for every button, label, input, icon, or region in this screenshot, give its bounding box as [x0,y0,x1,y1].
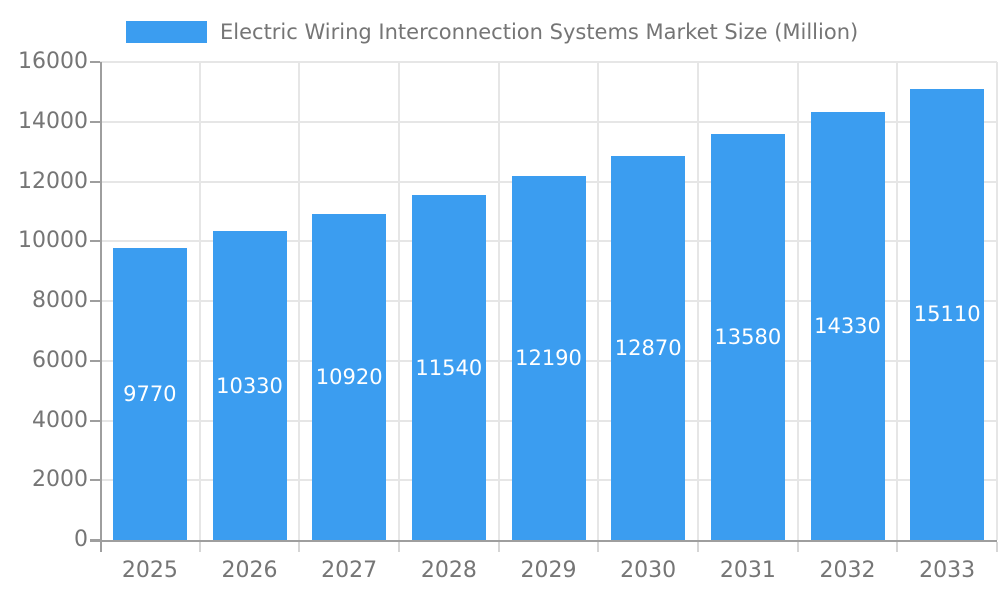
x-axis-tick [597,542,600,552]
x-tick-label: 2033 [919,558,976,583]
y-tick-label: 12000 [18,168,88,194]
bar-2028 [411,195,486,540]
x-axis-tick [796,542,799,552]
gridline-vertical [398,62,400,540]
bar-value-label: 15110 [913,302,981,327]
x-tick-label: 2026 [221,558,278,583]
bar-value-label: 12190 [515,345,582,370]
x-axis-line [90,540,997,542]
plot-area: 9770 10330 10920 11540 12190 12870 13580 14330 1… [90,61,998,552]
y-axis-tick [90,419,100,422]
gridline-vertical [198,62,201,540]
x-axis-tick [198,542,201,552]
bar-2027 [312,213,387,540]
bar-2029 [511,175,586,540]
y-tick-label: 0 [74,527,88,552]
x-axis-tick [497,542,500,552]
y-axis-tick [90,240,100,243]
bar-value-label: 10920 [315,364,383,389]
y-axis-tick [90,539,100,541]
y-tick-label: 2000 [32,467,88,493]
x-tick-label: 2028 [420,558,477,583]
x-tick-label: 2031 [719,558,776,583]
x-axis-tick [896,542,899,552]
bar-2031 [710,134,785,540]
y-axis-line [100,62,102,552]
legend-label[interactable]: Electric Wiring Interconnection Systems … [220,20,859,44]
legend[interactable]: Electric Wiring Interconnection Systems … [126,20,858,44]
y-tick-label: 6000 [32,347,88,373]
x-tick-label: 2025 [121,558,178,583]
x-axis-tick [298,542,301,552]
x-tick-label: 2029 [520,558,577,583]
y-tick-label: 14000 [18,108,88,134]
y-tick-label: 8000 [32,288,88,313]
bar-value-label: 11540 [415,355,483,380]
bar-2032 [810,111,885,540]
y-tick-label: 4000 [32,407,88,433]
x-axis-tick [996,542,998,552]
gridline-vertical [697,62,699,540]
bar-2026 [212,231,287,540]
x-tick-label: 2030 [620,558,677,583]
y-axis-tick [90,180,100,183]
legend-swatch[interactable] [126,21,207,43]
y-axis-tick [90,120,100,123]
bar-value-label: 10330 [216,373,283,398]
bar-2025 [112,248,187,540]
x-tick-label: 2032 [819,558,876,583]
y-axis-tick [90,359,100,362]
bar-value-label: 14330 [814,313,881,338]
gridline-horizontal [100,120,997,123]
y-tick-label: 16000 [18,49,88,74]
gridline-vertical [796,62,799,540]
bar-value-label: 13580 [714,325,782,350]
x-axis-tick [398,542,400,552]
gridline-horizontal [100,61,997,63]
y-axis-tick [90,479,100,482]
gridline-vertical [497,62,500,540]
gridline-vertical [996,62,998,540]
gridline-vertical [896,62,899,540]
y-axis-tick [90,300,100,302]
bar-value-label: 12870 [614,335,682,360]
bar-value-label: 9770 [123,382,177,407]
x-tick-label: 2027 [321,558,378,583]
gridline-vertical [298,62,301,540]
bar-2030 [611,155,686,540]
bar-2033 [910,88,985,540]
x-axis-tick [697,542,699,552]
y-tick-label: 10000 [18,228,88,254]
gridline-vertical [597,62,600,540]
y-axis-tick [90,61,100,63]
